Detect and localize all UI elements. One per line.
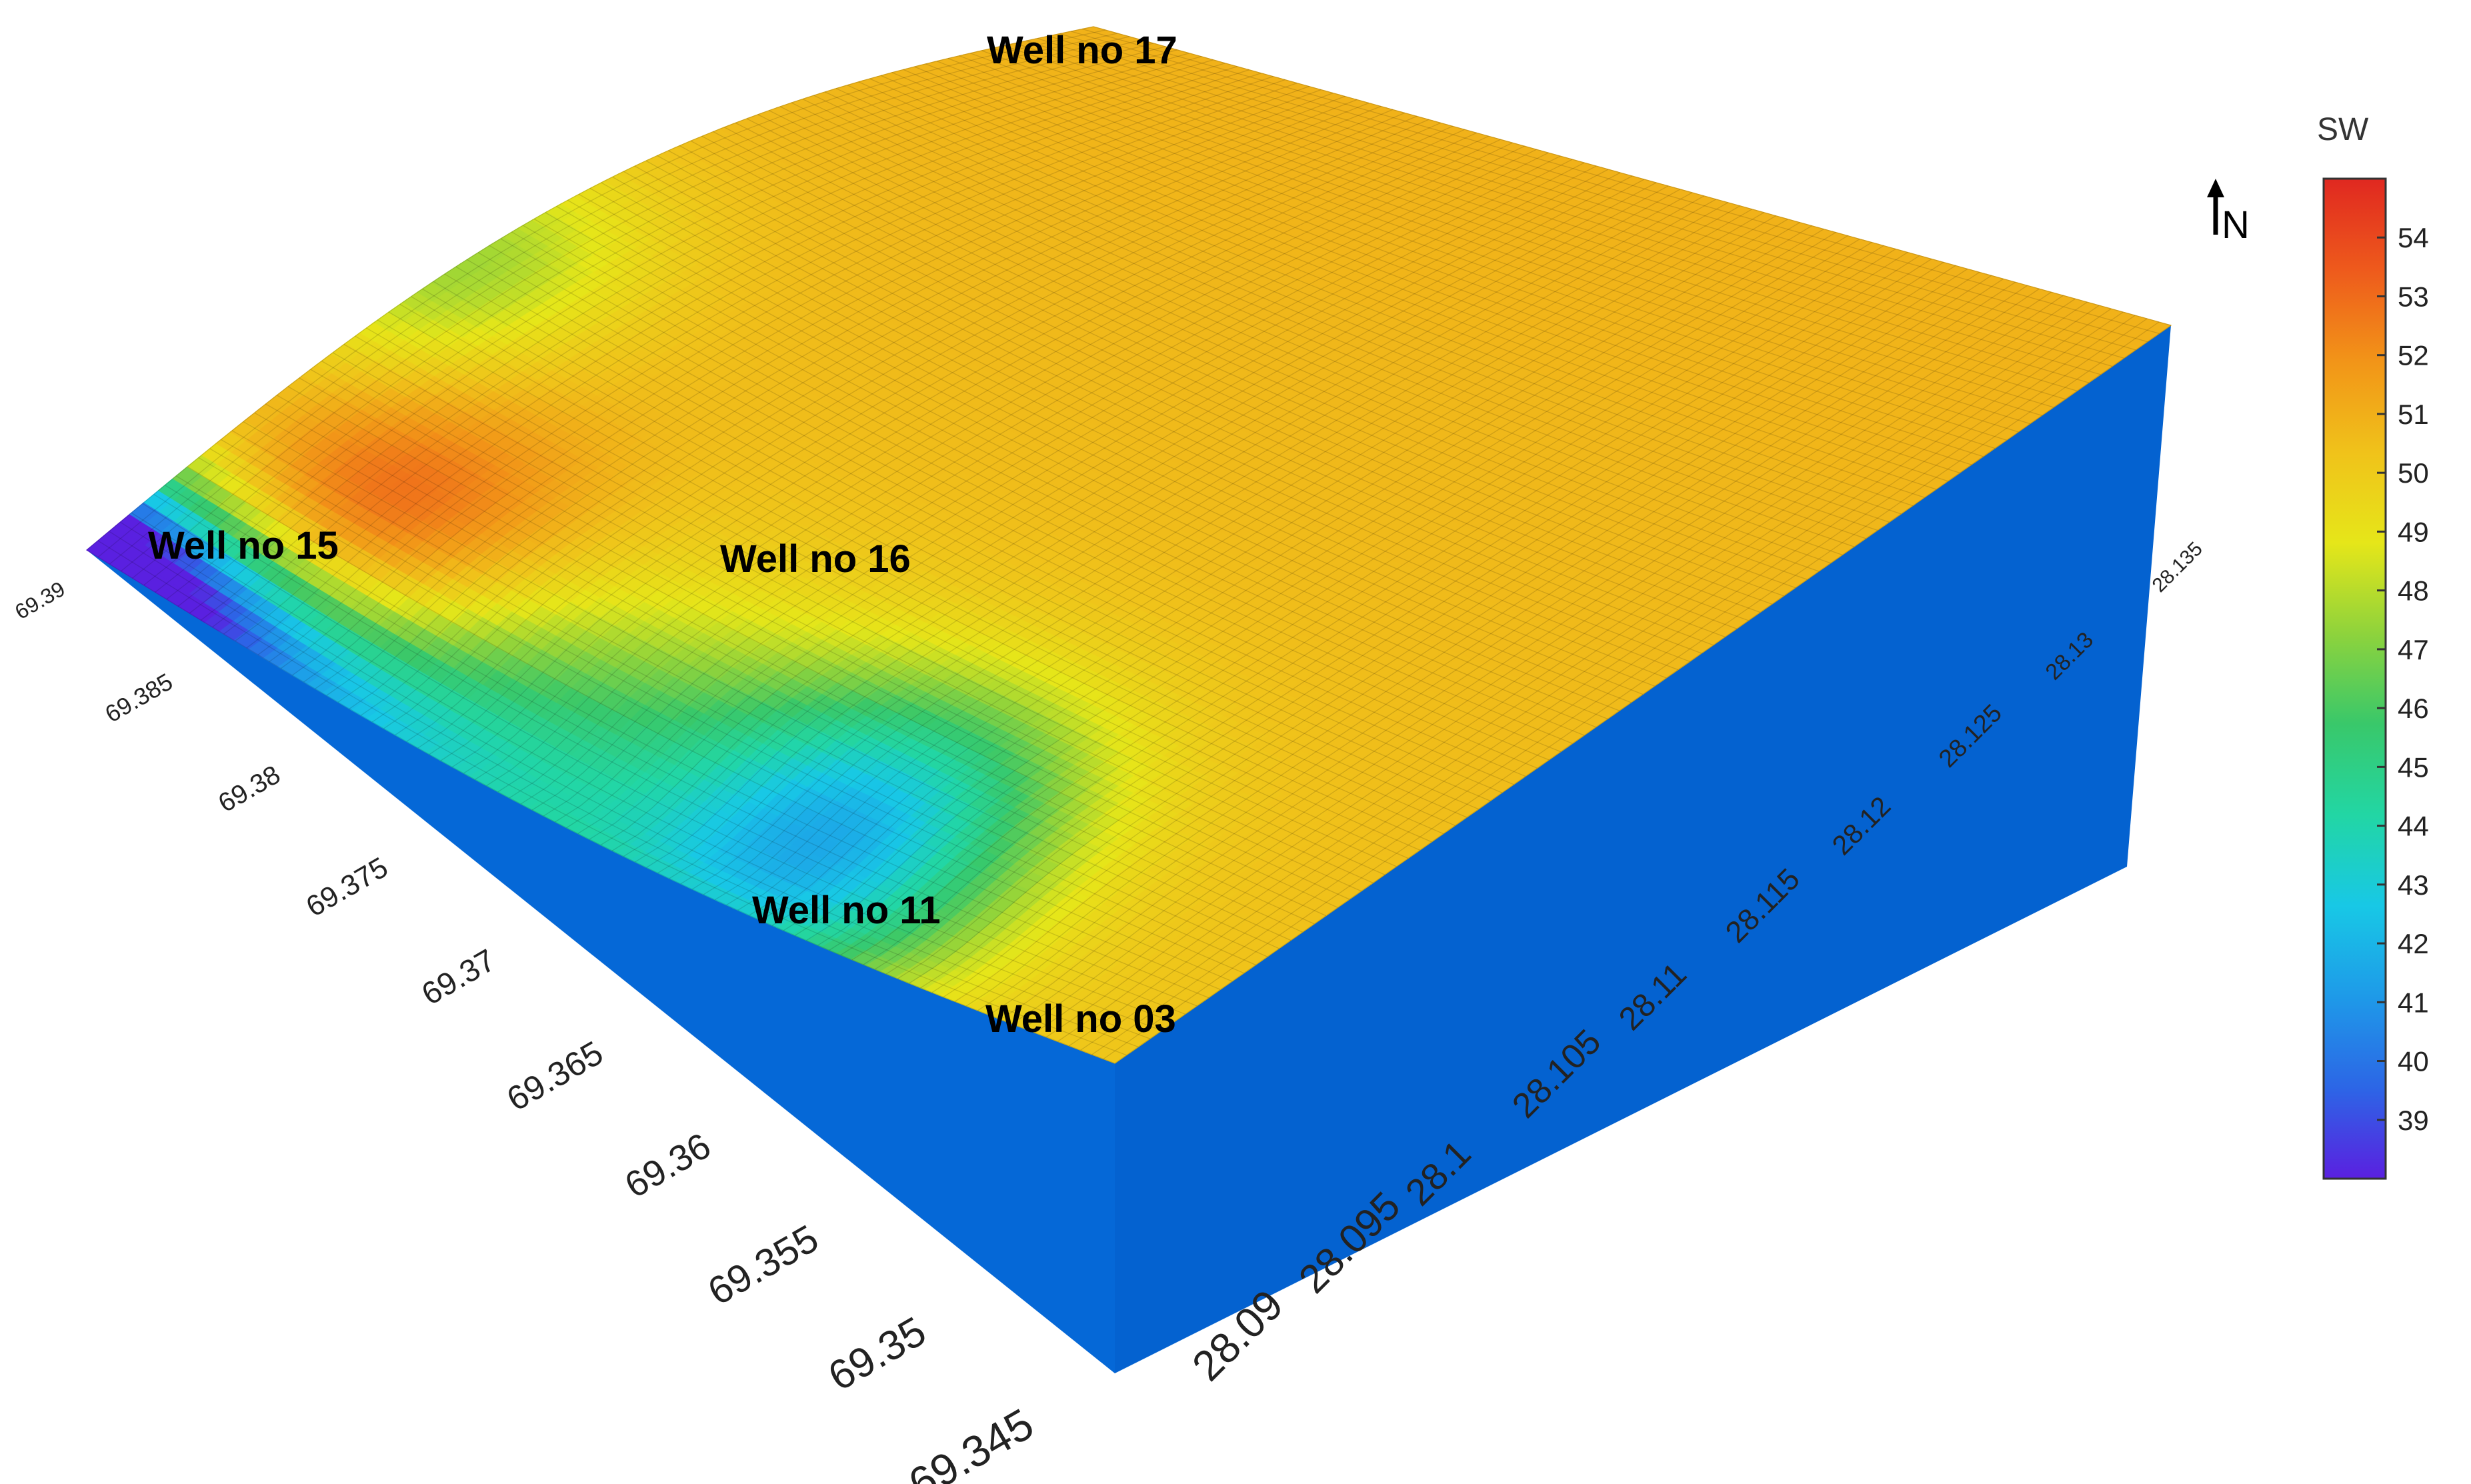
colorbar-tick-label: 41 [2398, 987, 2429, 1018]
well-label: Well no 16 [720, 537, 911, 581]
latitude-tick-label: 69.355 [701, 1217, 825, 1314]
north-label: N [2222, 203, 2250, 247]
colorbar-tick-label: 45 [2398, 751, 2429, 783]
north-indicator: N [2207, 179, 2250, 247]
latitude-tick-label: 69.35 [821, 1308, 933, 1400]
base-right-face [1115, 325, 2171, 1373]
colorbar-title: SW [2317, 112, 2369, 147]
latitude-tick-label: 69.37 [415, 942, 501, 1012]
well-labels: Well no 17 Well no 15 Well no 16 Well no 11… [148, 29, 1177, 1041]
colorbar-tick-label: 53 [2398, 281, 2429, 312]
colorbar-tick-label: 49 [2398, 516, 2429, 547]
latitude-tick-label: 69.345 [900, 1399, 1041, 1484]
sw-surface [85, 26, 2172, 1064]
well-label: Well no 03 [985, 997, 1176, 1041]
colorbar-tick-label: 40 [2398, 1046, 2429, 1077]
colorbar-tick-label: 51 [2398, 399, 2429, 430]
longitude-tick-label: 28.135 [2148, 538, 2207, 597]
base-left-face [87, 550, 1115, 1373]
colorbar-tick-label: 46 [2398, 693, 2429, 724]
well-label: Well no 15 [148, 524, 339, 567]
latitude-tick-label: 69.38 [213, 760, 285, 819]
colorbar-tick-label: 43 [2398, 869, 2429, 901]
surface-mesh [86, 26, 2172, 1064]
latitude-tick-label: 69.375 [301, 851, 393, 923]
latitude-tick-label: 69.385 [101, 668, 177, 727]
well-label: Well no 11 [752, 889, 941, 932]
latitude-tick-label: 69.39 [11, 577, 69, 624]
latitude-tick-label: 69.36 [617, 1125, 717, 1206]
colorbar-ramp [2322, 177, 2387, 1180]
colorbar-tick-label: 42 [2398, 928, 2429, 959]
latitude-tick-label: 69.365 [500, 1033, 609, 1118]
colorbar-tick-label: 54 [2398, 222, 2429, 253]
colorbar-tick-label: 44 [2398, 811, 2429, 842]
colorbar-tick-label: 48 [2398, 575, 2429, 607]
colorbar-tick-label: 50 [2398, 457, 2429, 489]
colorbar-tick-label: 52 [2398, 340, 2429, 371]
colorbar-tick-label: 39 [2398, 1105, 2429, 1136]
colorbar-tick-label: 47 [2398, 634, 2429, 665]
colorbar: SW 39 40 41 42 43 44 45 46 47 48 49 50 51 52 53 54 [2317, 112, 2429, 1180]
well-label: Well no 17 [987, 29, 1177, 72]
